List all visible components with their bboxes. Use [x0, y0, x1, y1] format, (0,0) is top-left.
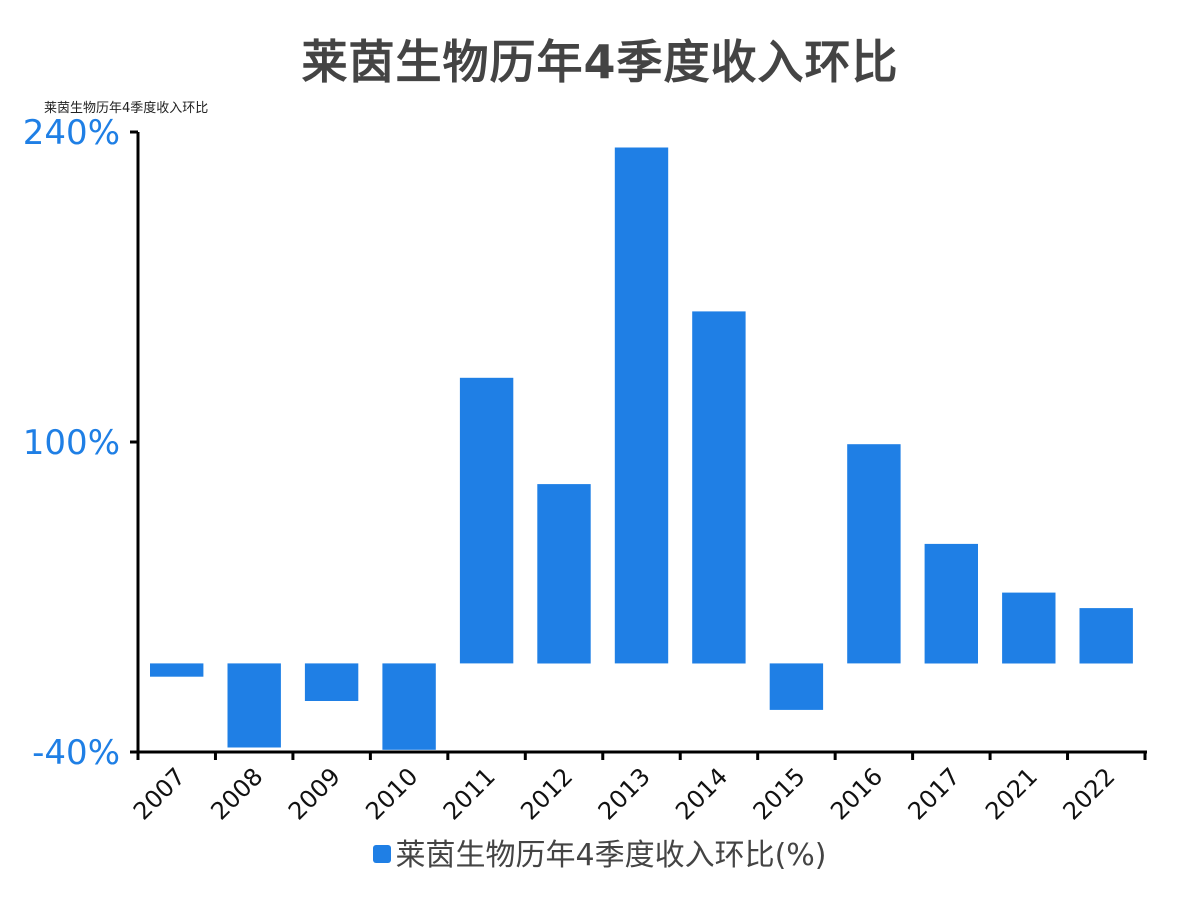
bar-2022	[1079, 608, 1133, 664]
bar-2009	[304, 663, 359, 701]
chart-title: 莱茵生物历年4季度收入环比	[301, 35, 899, 89]
x-tick-label: 2010	[360, 762, 423, 825]
x-tick-label: 2015	[748, 762, 811, 825]
x-tick-label: 2014	[670, 762, 733, 825]
bar-2017	[924, 543, 978, 664]
bar-2015	[769, 663, 824, 710]
bar-2021	[1002, 592, 1056, 664]
x-tick-label: 2007	[128, 762, 191, 825]
bar-2014	[692, 311, 746, 664]
x-tick-label: 2022	[1058, 762, 1121, 825]
bar-2010	[382, 663, 436, 750]
x-tick-label: 2008	[205, 762, 268, 825]
bar-2008	[227, 663, 281, 748]
bar-2011	[459, 377, 514, 664]
x-tick-label: 2011	[438, 762, 501, 825]
legend: 莱茵生物历年4季度收入环比(%)	[0, 830, 1200, 874]
x-tick-label: 2009	[283, 762, 346, 825]
legend-swatch	[373, 844, 392, 863]
bar-2007	[150, 663, 204, 677]
legend-label: 莱茵生物历年4季度收入环比(%)	[395, 838, 827, 873]
y-tick-label: -40%	[32, 733, 120, 773]
x-tick-label: 2017	[903, 762, 966, 825]
x-tick-label: 2013	[593, 762, 656, 825]
x-tick-label: 2012	[515, 762, 578, 825]
bar-2012	[537, 484, 591, 664]
x-tick-label: 2016	[825, 762, 888, 825]
y-tick-label: 100%	[23, 423, 120, 463]
bar-2013	[614, 147, 669, 664]
bar-2016	[847, 444, 901, 664]
x-tick-label: 2021	[980, 762, 1043, 825]
chart-subtitle: 莱茵生物历年4季度收入环比	[44, 101, 209, 116]
y-tick-label: 240%	[23, 113, 120, 153]
